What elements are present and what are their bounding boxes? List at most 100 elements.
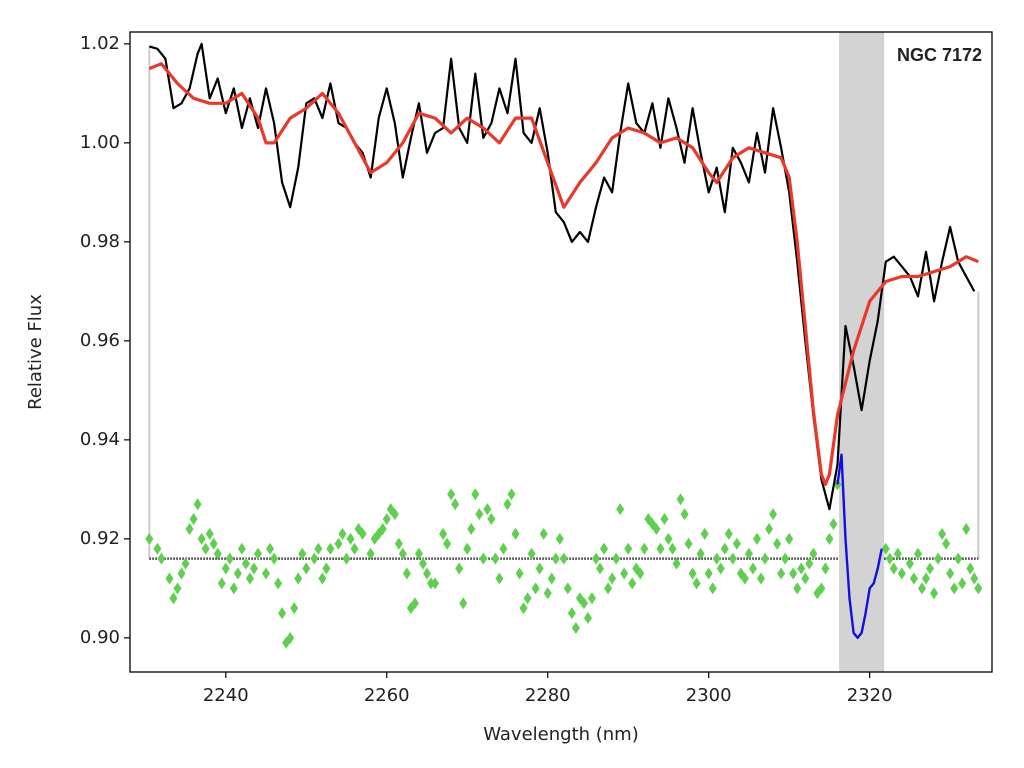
data-point (342, 552, 351, 565)
data-point (930, 587, 939, 600)
y-axis-label: Relative Flux (25, 294, 46, 410)
data-point (507, 488, 516, 501)
data-point (909, 572, 918, 585)
data-point (350, 542, 359, 555)
data-point (217, 577, 226, 590)
data-point (382, 513, 391, 526)
data-point (620, 567, 629, 580)
data-point (483, 503, 492, 516)
data-point (748, 562, 757, 575)
data-point (455, 562, 464, 575)
y-tick-label: 0.92 (80, 528, 120, 549)
data-point (503, 498, 512, 511)
data-point (145, 532, 154, 545)
data-point (386, 503, 395, 516)
data-point (286, 631, 295, 644)
data-point (567, 607, 576, 620)
y-tick-label: 1.00 (80, 132, 120, 153)
data-point (587, 592, 596, 605)
data-point (688, 567, 697, 580)
data-point (185, 522, 194, 535)
data-point (302, 562, 311, 575)
data-point (527, 547, 536, 560)
data-point (700, 527, 709, 540)
data-point (724, 527, 733, 540)
plot (145, 42, 983, 649)
data-point (696, 547, 705, 560)
data-point (253, 547, 262, 560)
data-point (881, 542, 890, 555)
data-point (467, 522, 476, 535)
data-point (266, 542, 275, 555)
data-line (148, 42, 976, 511)
data-point (551, 552, 560, 565)
data-point (422, 567, 431, 580)
x-tick-label: 2260 (364, 685, 410, 706)
data-point (825, 532, 834, 545)
data-point (165, 572, 174, 585)
data-point (970, 572, 979, 585)
data-point (954, 552, 963, 565)
data-point (523, 592, 532, 605)
data-point (511, 527, 520, 540)
data-point (889, 562, 898, 575)
data-point (463, 542, 472, 555)
data-point (169, 592, 178, 605)
data-point (579, 597, 588, 610)
data-point (495, 572, 504, 585)
data-point (664, 532, 673, 545)
data-point (181, 557, 190, 570)
data-line (148, 62, 979, 486)
data-point (390, 508, 399, 521)
data-point (773, 537, 782, 550)
data-point (962, 522, 971, 535)
data-point (974, 582, 983, 595)
data-point (684, 537, 693, 550)
data-point (543, 587, 552, 600)
data-point (378, 522, 387, 535)
data-point (660, 513, 669, 526)
data-point (938, 527, 947, 540)
data-point (225, 552, 234, 565)
data-point (946, 567, 955, 580)
data-point (708, 582, 717, 595)
x-tick-label: 2280 (525, 685, 571, 706)
data-point (720, 542, 729, 555)
data-point (439, 527, 448, 540)
data-point (418, 557, 427, 570)
data-point (789, 567, 798, 580)
y-tick-label: 0.96 (80, 330, 120, 351)
x-tick-label: 2300 (686, 685, 732, 706)
data-point (535, 562, 544, 575)
data-point (805, 557, 814, 570)
data-point (913, 547, 922, 560)
data-point (447, 488, 456, 501)
data-point (237, 542, 246, 555)
data-point (612, 552, 621, 565)
y-tick-label: 0.90 (80, 627, 120, 648)
data-point (314, 542, 323, 555)
data-point (608, 572, 617, 585)
data-point (443, 537, 452, 550)
data-point (793, 582, 802, 595)
data-point (559, 552, 568, 565)
shaded-region (839, 32, 885, 672)
data-point (262, 567, 271, 580)
data-point (917, 582, 926, 595)
data-point (346, 532, 355, 545)
data-point (785, 532, 794, 545)
data-point (821, 562, 830, 575)
y-tick-label: 0.94 (80, 429, 120, 450)
data-point (414, 547, 423, 560)
data-point (769, 508, 778, 521)
data-point (712, 552, 721, 565)
data-point (704, 567, 713, 580)
data-point (777, 567, 786, 580)
data-point (487, 513, 496, 526)
data-point (829, 518, 838, 531)
data-point (716, 562, 725, 575)
data-point (499, 542, 508, 555)
data-point (592, 552, 601, 565)
data-point (555, 532, 564, 545)
data-point (245, 572, 254, 585)
